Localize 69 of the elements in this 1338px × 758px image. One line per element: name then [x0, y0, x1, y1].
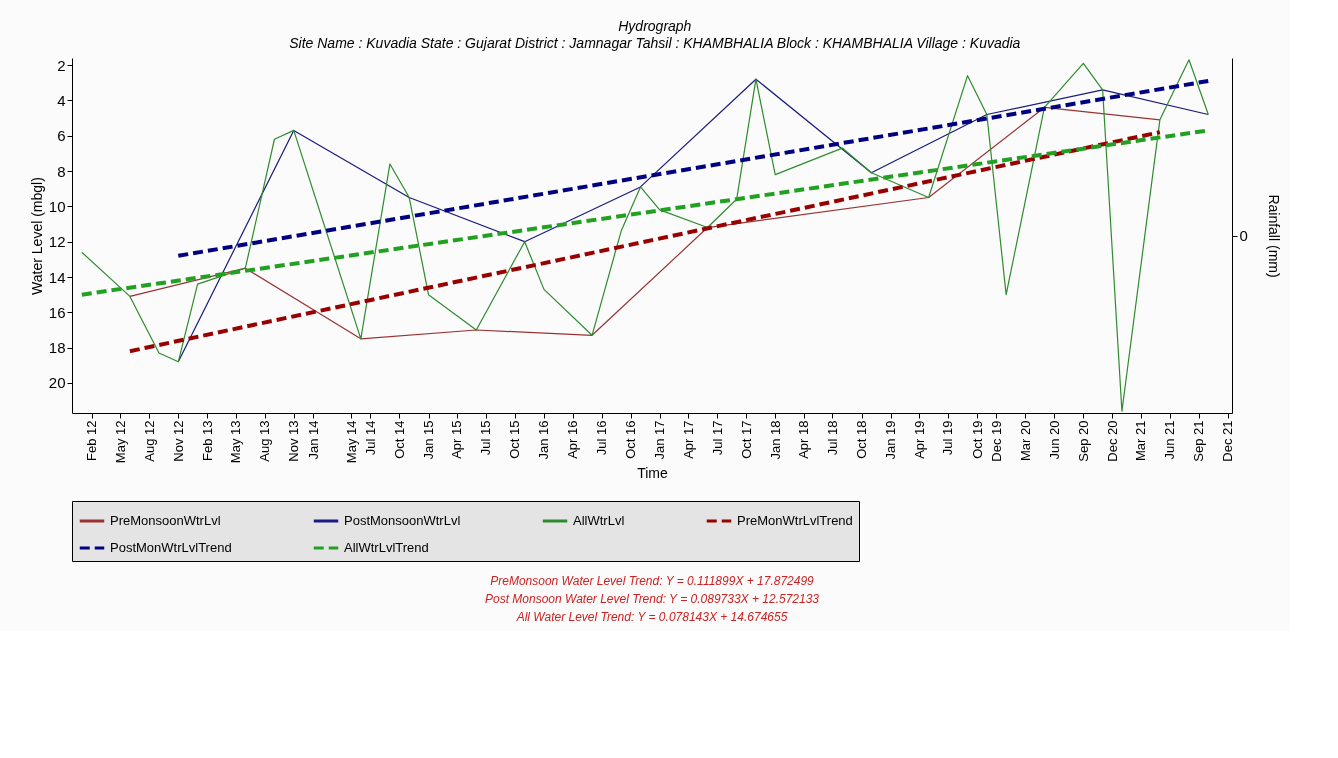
- y-axis-title: Water Level (mbgl): [28, 177, 45, 295]
- chart-title: Hydrograph: [618, 18, 692, 35]
- y-tick-label: 12: [48, 233, 66, 251]
- x-tick-label: Apr 15: [449, 420, 465, 459]
- x-tick-label: Apr 16: [565, 420, 581, 459]
- x-tick-label: Jan 14: [305, 420, 321, 460]
- x-tick-label: Apr 17: [680, 420, 696, 459]
- x-tick-label: Sep 20: [1075, 420, 1091, 462]
- x-tick-label: Jan 19: [883, 420, 899, 460]
- x-tick-label: Jul 17: [709, 420, 725, 456]
- legend-label: PreMonsoonWtrLvl: [110, 513, 221, 528]
- x-tick-label: Jul 19: [940, 420, 956, 456]
- x-tick-label: Mar 20: [1017, 420, 1033, 461]
- x-tick-label: Sep 21: [1191, 420, 1207, 462]
- x-tick-label: Feb 13: [199, 420, 215, 461]
- x-tick-label: Apr 18: [796, 420, 812, 459]
- x-tick-label: Jul 18: [824, 420, 840, 456]
- x-tick-label: Oct 17: [738, 420, 754, 459]
- x-tick-label: Jul 16: [594, 420, 610, 456]
- y-tick-label: 4: [57, 91, 66, 109]
- y-tick-label: 18: [48, 339, 66, 357]
- x-tick-label: Oct 18: [854, 420, 870, 459]
- x-tick-label: Oct 14: [391, 420, 407, 459]
- y-tick-label: 14: [48, 268, 66, 286]
- chart-subtitle: Site Name : Kuvadia State : Gujarat District : Jamnagar Tahsil : KHAMBHALIA Block : KHAMBHALIA Village : Kuvadia: [289, 35, 1021, 52]
- text: 0: [1239, 227, 1248, 244]
- legend-label: PostMonsoonWtrLvl: [344, 513, 461, 528]
- x-tick-label: Jun 20: [1046, 420, 1062, 460]
- x-axis-title: Time: [637, 465, 669, 482]
- x-tick-label: Apr 19: [911, 420, 927, 459]
- y-tick-label: 6: [57, 127, 66, 145]
- x-tick-label: Jan 17: [652, 420, 668, 460]
- x-tick-label: Jan 15: [421, 420, 437, 460]
- x-tick-label: Jul 15: [478, 420, 494, 456]
- x-tick-label: Dec 20: [1104, 420, 1120, 462]
- x-tick-label: Feb 12: [84, 420, 100, 461]
- x-tick-label: Dec 19: [988, 420, 1004, 462]
- legend-label: PreMonWtrLvlTrend: [737, 513, 853, 528]
- x-tick-label: Oct 16: [623, 420, 639, 459]
- text: Post Monsoon Water Level Trend: Y = 0.089733X + 12.572133: [484, 592, 820, 606]
- text: All Water Level Trend: Y = 0.078143X + 14.674655: [515, 610, 788, 624]
- y-tick-label: 2: [57, 56, 66, 74]
- line-series: [177, 78, 1209, 363]
- x-tick-label: Jan 18: [767, 420, 783, 460]
- x-tick-label: Oct 15: [507, 420, 523, 459]
- x-tick-label: Nov 12: [170, 420, 186, 462]
- y-tick-label: 8: [57, 162, 66, 180]
- y-tick-label: 10: [48, 197, 66, 215]
- x-tick-label: Aug 13: [257, 420, 273, 462]
- x-tick-label: Jun 21: [1162, 420, 1178, 460]
- x-tick-label: Oct 19: [969, 420, 985, 459]
- x-tick-label: Jan 16: [536, 420, 552, 460]
- y-tick-label: 20: [48, 374, 66, 392]
- legend-label: PostMonWtrLvlTrend: [110, 540, 232, 555]
- y-tick-label: 16: [48, 303, 66, 321]
- x-tick-label: May 12: [112, 420, 128, 464]
- line-series: [81, 59, 1209, 412]
- x-tick-label: Dec 21: [1220, 420, 1236, 462]
- legend-label: AllWtrLvlTrend: [344, 540, 429, 555]
- line-series: [129, 106, 1161, 340]
- x-tick-label: Mar 21: [1133, 420, 1149, 461]
- x-tick-label: May 13: [228, 420, 244, 464]
- text: PreMonsoon Water Level Trend: Y = 0.111899X + 17.872499: [490, 574, 815, 588]
- y2-axis-title: Rainfall (mm): [1265, 194, 1282, 278]
- x-tick-label: May 14: [343, 420, 359, 464]
- legend-label: AllWtrLvl: [573, 513, 625, 528]
- x-tick-label: Nov 13: [286, 420, 302, 462]
- x-tick-label: Jul 14: [362, 420, 378, 456]
- x-tick-label: Aug 12: [141, 420, 157, 462]
